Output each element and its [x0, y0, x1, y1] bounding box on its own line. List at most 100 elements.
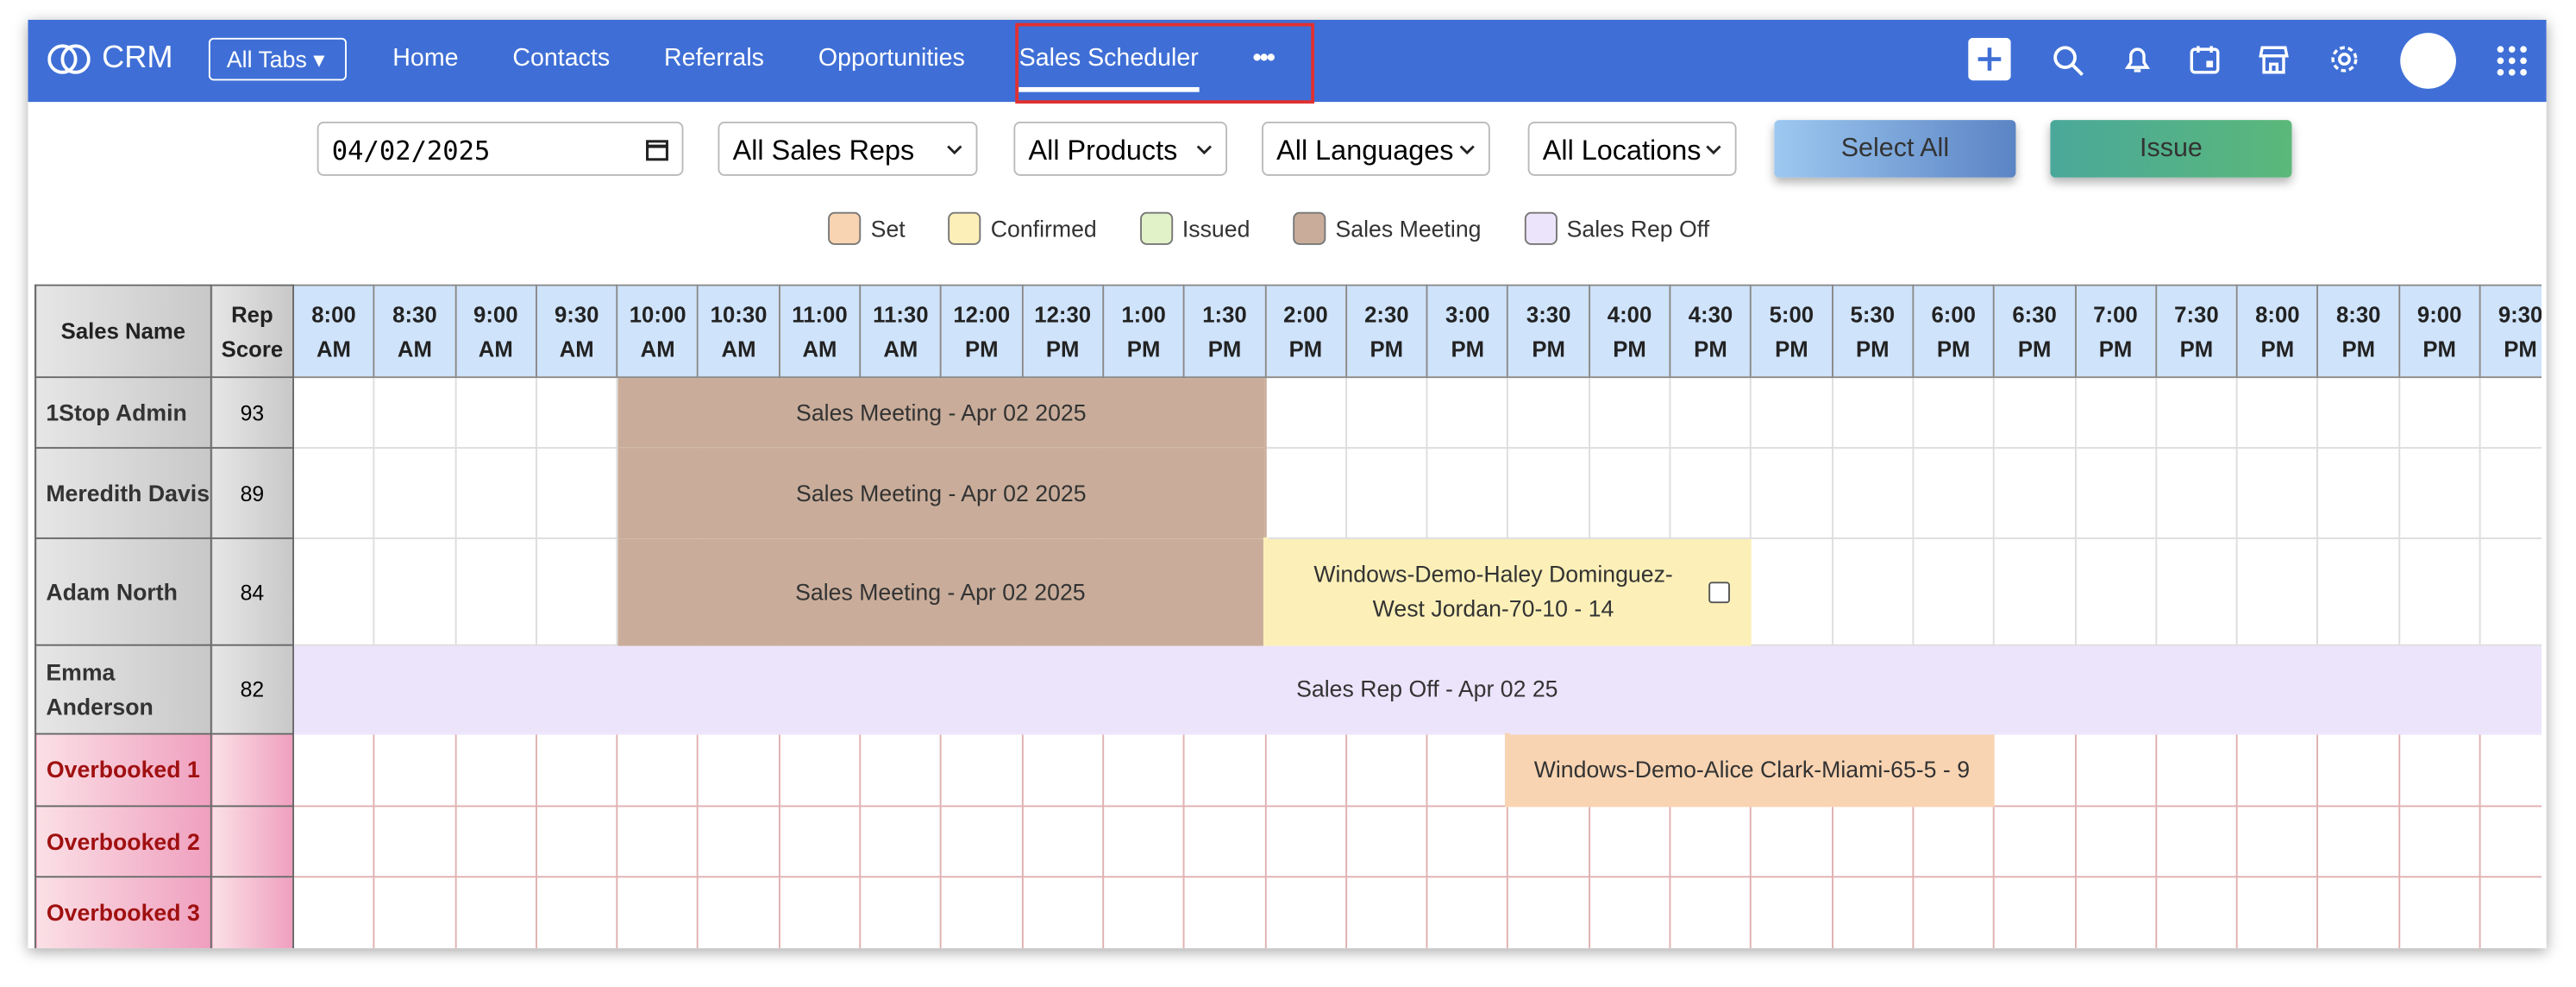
legend-swatch [1139, 211, 1173, 245]
slot-cell [1750, 805, 1833, 878]
sales-name: Meredith Davis [34, 447, 212, 539]
time-slot: 2:30 PM [1344, 284, 1428, 379]
event-checkbox[interactable] [1708, 581, 1730, 603]
slot-cell [1993, 805, 2077, 878]
slot-cell [1831, 537, 1915, 646]
row: Emma Anderson 82 Sales Rep Off - Apr 02 25 [34, 644, 2542, 735]
event[interactable]: Sales Meeting - Apr 02 2025 [616, 376, 1266, 449]
slot-cell [940, 732, 1024, 808]
event-label: Sales Meeting - Apr 02 2025 [796, 398, 1087, 425]
slot-cell [1426, 876, 1509, 949]
tab[interactable]: Sales Scheduler [1018, 44, 1199, 92]
sales-name: Overbooked 2 [34, 805, 212, 878]
slot-cell [859, 732, 943, 808]
event[interactable]: Windows-Demo-Haley Dominguez-West Jordan… [1263, 537, 1752, 646]
select[interactable]: All Languages [1262, 121, 1490, 176]
slot-cell [2074, 537, 2157, 646]
bell-icon[interactable] [2121, 43, 2153, 76]
issue-button[interactable]: Issue [2050, 120, 2292, 178]
slot-cell [697, 732, 780, 808]
slot-cell [2235, 732, 2319, 808]
tab[interactable]: Opportunities [818, 44, 965, 72]
logo [47, 44, 91, 74]
select[interactable]: All Sales Reps [718, 121, 978, 176]
slot-cell [373, 732, 456, 808]
slot-cell [292, 376, 375, 449]
slot-cell [373, 376, 456, 449]
slot-cell [616, 805, 699, 878]
search-icon[interactable] [2052, 44, 2084, 77]
slot-cell [1344, 732, 1428, 808]
slot-cell [1426, 732, 1509, 808]
time-slot: 7:30 PM [2155, 284, 2238, 379]
slot-cell [454, 732, 537, 808]
slot-cell [697, 876, 780, 949]
slot-cell [535, 805, 618, 878]
slot-cell [1102, 805, 1186, 878]
slot-cell [1183, 732, 1266, 808]
add-button[interactable] [1968, 37, 2011, 81]
event[interactable]: Sales Meeting - Apr 02 2025 [616, 537, 1266, 646]
legend-label: Set [870, 215, 906, 242]
rep-score [210, 876, 294, 949]
tab[interactable]: Home [392, 44, 459, 72]
slot-cell [2316, 376, 2400, 449]
slot-cell [454, 876, 537, 949]
slot-cell [2235, 805, 2319, 878]
event[interactable]: Windows-Demo-Alice Clark-Miami-65-5 - 9 [1505, 732, 1996, 808]
slot-cell [1588, 376, 1671, 449]
slot-cell [454, 537, 537, 646]
slot-cell [2397, 376, 2481, 449]
slot-cell [859, 805, 943, 878]
time-slot: 10:30 AM [697, 284, 780, 379]
date-input[interactable]: 04/02/2025 [317, 121, 684, 176]
slot-cell [2155, 805, 2238, 878]
rep-score: 93 [210, 376, 294, 449]
slot-cell [1831, 805, 1915, 878]
slot-cell [1831, 447, 1915, 539]
apps-icon[interactable] [2496, 44, 2529, 77]
time-slot: 9:00 PM [2397, 284, 2481, 379]
slot-cell [1750, 876, 1833, 949]
slot-cell [1344, 376, 1428, 449]
slot-cell [1426, 376, 1509, 449]
brand: CRM [102, 41, 173, 76]
legend-item: Confirmed [948, 211, 1097, 245]
rep-score: 82 [210, 644, 294, 735]
select[interactable]: All Locations [1527, 121, 1737, 176]
slot-cell [292, 876, 375, 949]
tab[interactable]: Referrals [664, 44, 764, 72]
time-slot: 7:00 PM [2074, 284, 2157, 379]
settings-icon[interactable] [2328, 43, 2360, 76]
sales-name: Emma Anderson [34, 644, 212, 735]
event[interactable]: Sales Rep Off - Apr 02 25 [292, 644, 2542, 735]
event-label: Windows-Demo-Haley Dominguez-West Jordan… [1313, 560, 1673, 622]
slot-cell [535, 537, 618, 646]
sales-name: 1Stop Admin [34, 376, 212, 449]
slot-cell [535, 732, 618, 808]
slot-cell [373, 805, 456, 878]
store-icon[interactable] [2257, 43, 2290, 76]
slot-cell [2235, 876, 2319, 949]
row: Overbooked 3 [34, 876, 2542, 949]
slot-cell [2397, 805, 2481, 878]
slot-cell [778, 876, 862, 949]
avatar[interactable] [2398, 31, 2458, 91]
slot-cell [616, 732, 699, 808]
all-tabs[interactable]: All Tabs ▾ [208, 37, 347, 81]
more-tabs[interactable]: ••• [1252, 44, 1275, 72]
event[interactable]: Sales Meeting - Apr 02 2025 [616, 447, 1266, 539]
time-slot: 8:30 AM [373, 284, 456, 379]
slot-cell [2155, 537, 2238, 646]
slot-cell [859, 876, 943, 949]
slot-cell [1588, 876, 1671, 949]
calendar-icon[interactable] [2188, 43, 2221, 76]
tab[interactable]: Contacts [512, 44, 611, 72]
slot-cell [1588, 447, 1671, 539]
select[interactable]: All Products [1013, 121, 1228, 176]
select-all-button[interactable]: Select All [1774, 120, 2016, 178]
slot-cell [2155, 732, 2238, 808]
time-slot: 8:30 PM [2316, 284, 2400, 379]
slot-cell [373, 537, 456, 646]
select-label: All Sales Reps [732, 135, 915, 167]
